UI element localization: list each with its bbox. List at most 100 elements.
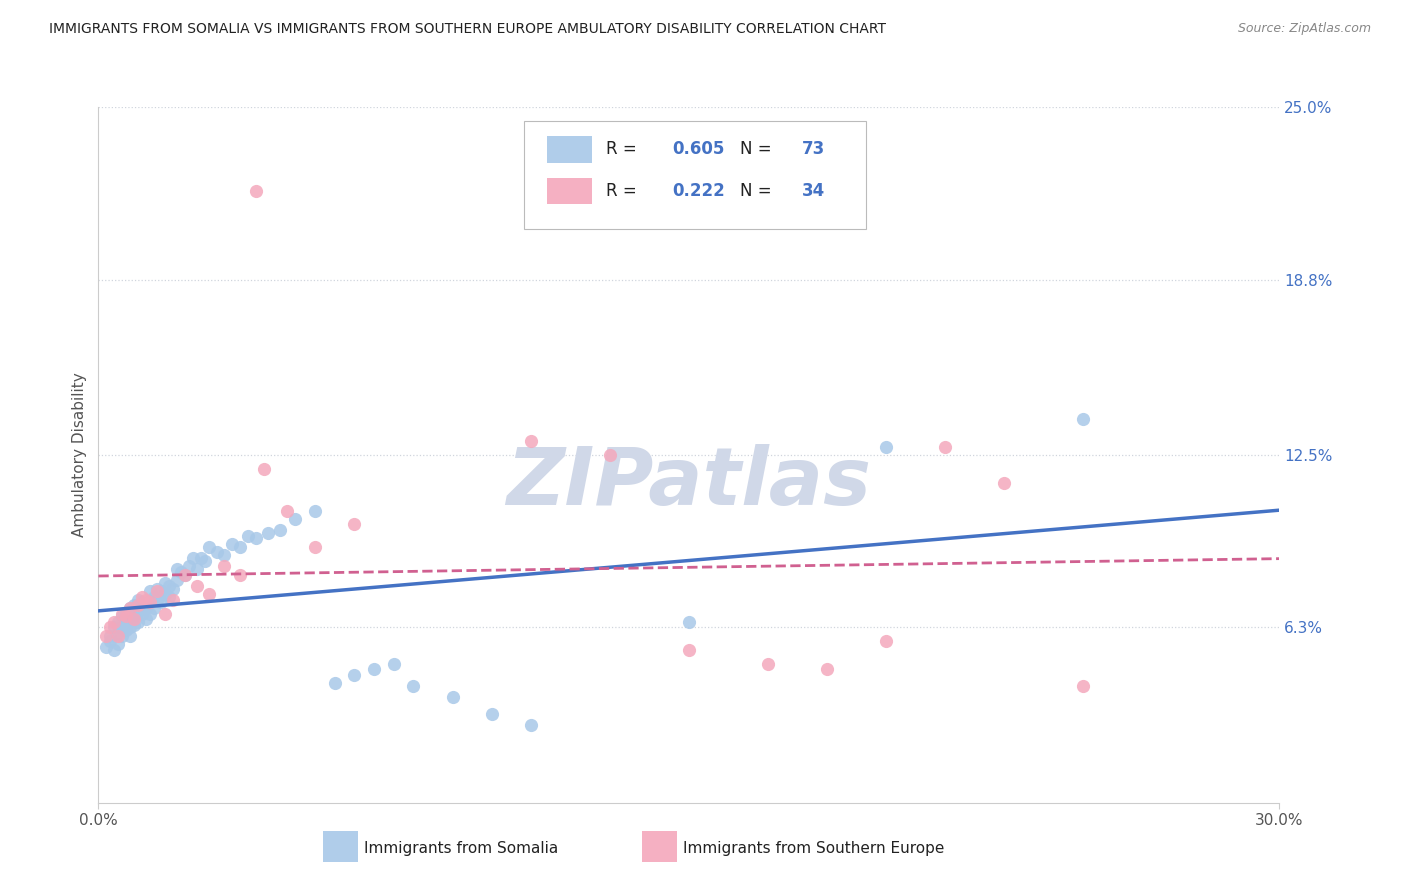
Point: [135, 601, 157, 615]
Point: [343, 667, 366, 681]
FancyBboxPatch shape: [641, 830, 678, 862]
Point: [304, 540, 326, 554]
Point: [186, 562, 208, 576]
Point: [115, 609, 138, 624]
Point: [177, 559, 200, 574]
Point: [229, 567, 252, 582]
Text: N =: N =: [740, 182, 776, 200]
FancyBboxPatch shape: [547, 136, 592, 162]
Point: [138, 607, 160, 621]
FancyBboxPatch shape: [547, 178, 592, 204]
Text: Immigrants from Southern Europe: Immigrants from Southern Europe: [683, 840, 945, 855]
Point: [115, 615, 138, 629]
Point: [343, 517, 366, 532]
Point: [138, 584, 160, 599]
Text: IMMIGRANTS FROM SOMALIA VS IMMIGRANTS FROM SOUTHERN EUROPE AMBULATORY DISABILITY: IMMIGRANTS FROM SOMALIA VS IMMIGRANTS FR…: [49, 22, 886, 37]
Point: [875, 634, 897, 648]
Point: [96, 640, 118, 654]
Point: [382, 657, 405, 671]
Point: [118, 601, 141, 615]
Point: [256, 525, 278, 540]
Point: [441, 690, 464, 704]
Text: R =: R =: [606, 140, 643, 159]
Text: 73: 73: [803, 140, 825, 159]
Point: [205, 545, 228, 559]
Point: [181, 550, 204, 565]
Point: [98, 634, 121, 648]
Point: [363, 662, 385, 676]
Point: [138, 595, 160, 609]
Point: [111, 609, 134, 624]
Point: [520, 434, 543, 448]
Point: [146, 584, 169, 599]
Point: [678, 642, 700, 657]
Point: [98, 620, 121, 634]
Point: [1071, 411, 1094, 425]
Text: Immigrants from Somalia: Immigrants from Somalia: [364, 840, 558, 855]
Point: [122, 617, 145, 632]
Text: R =: R =: [606, 182, 643, 200]
Point: [103, 615, 125, 629]
Point: [166, 573, 188, 587]
Point: [118, 620, 141, 634]
Point: [98, 629, 121, 643]
Point: [162, 582, 184, 596]
Point: [304, 503, 326, 517]
Point: [221, 537, 243, 551]
Point: [186, 579, 208, 593]
Point: [138, 595, 160, 609]
Point: [157, 590, 180, 604]
Point: [190, 550, 212, 565]
Point: [229, 540, 252, 554]
Point: [323, 676, 346, 690]
Point: [402, 679, 425, 693]
Point: [276, 503, 298, 517]
Point: [269, 523, 291, 537]
Point: [197, 587, 219, 601]
Point: [155, 576, 177, 591]
Text: ZIPatlas: ZIPatlas: [506, 443, 872, 522]
Text: 0.222: 0.222: [672, 182, 725, 200]
Point: [162, 592, 184, 607]
Point: [245, 532, 267, 546]
Point: [118, 609, 141, 624]
Text: 34: 34: [803, 182, 825, 200]
Point: [96, 629, 118, 643]
Point: [875, 440, 897, 454]
Point: [146, 592, 169, 607]
Point: [150, 584, 173, 599]
Text: 0.605: 0.605: [672, 140, 724, 159]
Point: [214, 559, 236, 574]
Point: [131, 590, 153, 604]
Point: [127, 598, 149, 612]
Point: [103, 620, 125, 634]
Point: [170, 565, 193, 579]
Point: [174, 567, 197, 582]
Point: [214, 548, 236, 562]
Point: [127, 615, 149, 629]
Point: [756, 657, 779, 671]
Point: [253, 462, 276, 476]
Point: [107, 637, 129, 651]
Point: [111, 629, 134, 643]
Y-axis label: Ambulatory Disability: Ambulatory Disability: [72, 373, 87, 537]
Point: [135, 592, 157, 607]
Point: [118, 601, 141, 615]
Point: [157, 579, 180, 593]
FancyBboxPatch shape: [323, 830, 359, 862]
Point: [135, 612, 157, 626]
Point: [111, 620, 134, 634]
Point: [155, 587, 177, 601]
Point: [115, 624, 138, 638]
Point: [118, 629, 141, 643]
FancyBboxPatch shape: [523, 121, 866, 229]
Point: [166, 562, 188, 576]
Point: [815, 662, 838, 676]
Point: [146, 582, 169, 596]
Point: [993, 475, 1015, 490]
Point: [131, 607, 153, 621]
Point: [127, 604, 149, 618]
Point: [107, 615, 129, 629]
Point: [150, 595, 173, 609]
Point: [131, 595, 153, 609]
